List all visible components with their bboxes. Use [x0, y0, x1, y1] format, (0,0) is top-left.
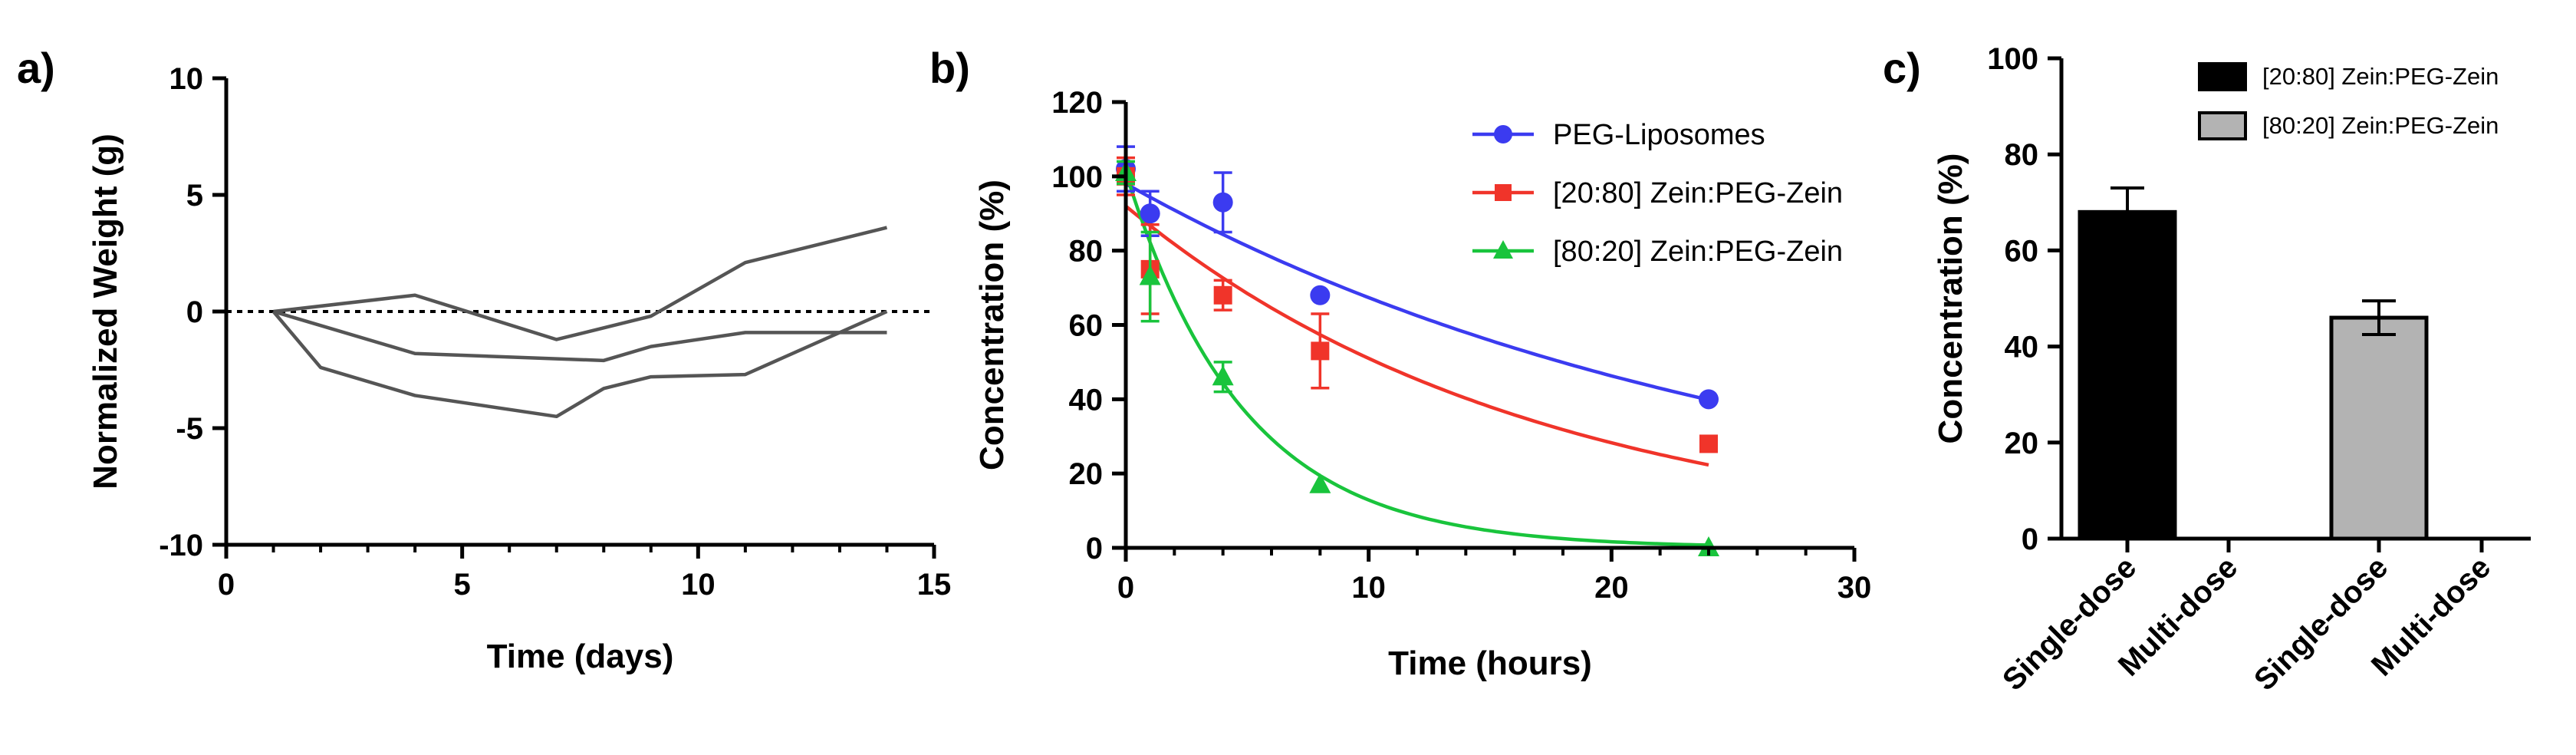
b-point-circle [1140, 203, 1160, 224]
b-point-square [1311, 341, 1330, 361]
b-y-tick-label: 80 [1069, 235, 1104, 269]
b-y-tick-label: 60 [1069, 309, 1104, 343]
b-legend-marker-square [1495, 184, 1512, 201]
b-legend-marker-triangle [1493, 240, 1513, 259]
chart-a-weight: -10 -5 0 5 10 0 5 10 15 Time (days) Normalized Wei… [87, 62, 951, 675]
a-x-axis-title: Time (days) [487, 638, 674, 675]
b-y-tick-label: 40 [1069, 383, 1104, 417]
a-y-axis-title: Normalized Weight (g) [87, 134, 124, 490]
a-y-tick-label: 5 [186, 179, 203, 213]
b-point-square [1699, 434, 1718, 453]
panel-label-b: b) [929, 44, 970, 92]
a-y-tick-label: -10 [159, 529, 203, 562]
b-point-triangle [1309, 473, 1331, 493]
a-x-tick-label: 0 [218, 568, 235, 602]
b-legend-label: [80:20] Zein:PEG-Zein [1553, 236, 1843, 268]
b-point-circle [1212, 192, 1233, 213]
b-point-square [1213, 285, 1232, 305]
c-bar [2078, 209, 2177, 541]
c-legend-label: [20:80] Zein:PEG-Zein [2262, 63, 2499, 90]
c-y-tick-label: 100 [1987, 42, 2038, 76]
b-legend-marker-circle [1494, 125, 1512, 143]
b-x-tick-label: 10 [1351, 571, 1386, 605]
a-series-line-2 [272, 309, 887, 363]
panel-label-a: a) [17, 44, 55, 92]
b-y-axis-title: Concentration (%) [973, 180, 1011, 470]
a-series-line-1 [273, 226, 888, 341]
b-fit-curve-1 [1124, 182, 1709, 402]
c-category-label: Single-dose [1996, 550, 2143, 697]
a-x-tick-label: 5 [454, 568, 471, 602]
chart-b-concentration: 0 20 40 60 80 100 120 0 10 20 30 Time (hours) Concen… [973, 86, 1871, 682]
b-point-circle [1699, 389, 1719, 410]
c-y-tick-label: 80 [2005, 138, 2039, 172]
c-y-tick-label: 0 [2022, 523, 2038, 556]
panel-label-c: c) [1883, 44, 1921, 92]
b-y-tick-label: 0 [1086, 532, 1103, 565]
a-x-tick-label: 15 [917, 568, 952, 602]
c-y-tick-label: 40 [2005, 331, 2039, 364]
c-y-tick-label: 60 [2005, 234, 2039, 268]
a-series-line-3 [271, 309, 888, 419]
a-x-tick-label: 10 [681, 568, 716, 602]
b-legend-label: [20:80] Zein:PEG-Zein [1553, 177, 1843, 209]
c-category-label: Single-dose [2248, 550, 2394, 697]
b-point-circle [1310, 285, 1331, 305]
b-x-tick-label: 30 [1837, 571, 1872, 605]
b-y-tick-label: 100 [1051, 160, 1103, 194]
b-y-tick-label: 120 [1051, 86, 1103, 120]
b-x-tick-label: 20 [1594, 571, 1629, 605]
a-y-tick-label: 10 [169, 62, 204, 96]
c-legend-swatch [2198, 62, 2247, 91]
b-point-triangle [1139, 265, 1161, 285]
a-y-tick-label: -5 [176, 412, 203, 446]
c-y-axis-title: Concentration (%) [1932, 153, 1969, 444]
b-x-tick-label: 0 [1117, 571, 1134, 605]
c-bar [2329, 315, 2429, 541]
b-point-triangle [1212, 365, 1234, 386]
c-y-tick-label: 20 [2005, 427, 2039, 460]
b-fit-curve-2 [1124, 204, 1709, 467]
b-x-axis-title: Time (hours) [1388, 645, 1592, 682]
c-legend-swatch [2198, 111, 2247, 140]
b-y-tick-label: 20 [1069, 457, 1104, 491]
a-y-tick-label: 0 [186, 295, 203, 329]
c-legend-label: [80:20] Zein:PEG-Zein [2262, 112, 2499, 139]
b-legend-label: PEG-Liposomes [1553, 119, 1765, 151]
